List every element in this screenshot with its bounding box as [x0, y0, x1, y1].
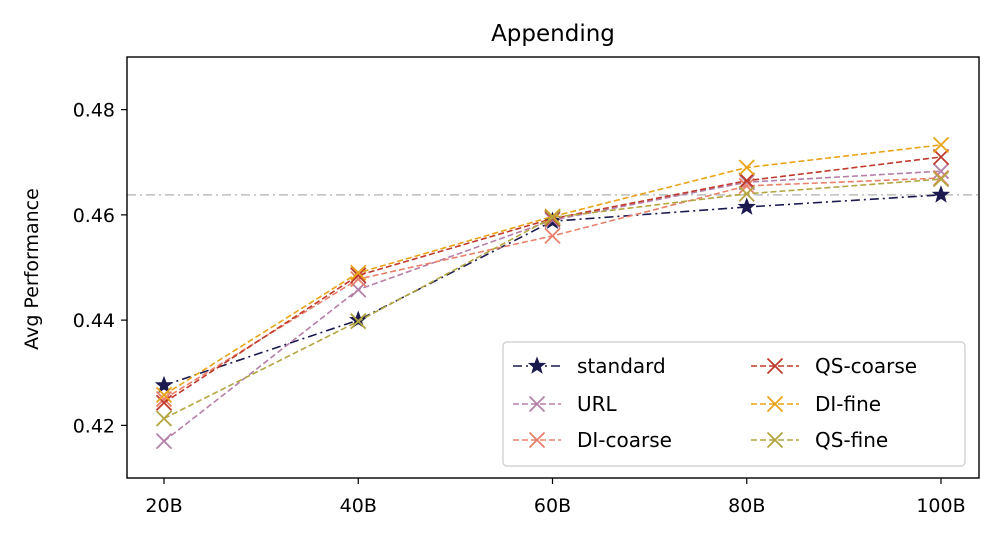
- legend-label-qs-coarse: QS-coarse: [815, 354, 917, 378]
- data-point-qs-fine: [932, 170, 950, 188]
- x-marker-stroke: [738, 177, 755, 195]
- x-tick-label: 80B: [728, 495, 765, 517]
- x-marker-stroke: [350, 313, 367, 330]
- data-point-di-coarse: [738, 177, 755, 195]
- legend-marker-qs-coarse: [766, 357, 784, 375]
- x-marker-stroke: [932, 148, 950, 166]
- x-tick-label: 20B: [145, 495, 182, 517]
- data-point-qs-coarse: [155, 394, 173, 411]
- data-point-qs-fine: [350, 313, 367, 330]
- data-point-di-fine: [155, 386, 173, 403]
- data-point-url: [155, 433, 173, 450]
- x-tick-label: 40B: [340, 495, 377, 517]
- data-point-standard: [931, 185, 951, 203]
- x-marker-stroke: [932, 136, 950, 154]
- x-tick-label: 100B: [916, 495, 965, 517]
- data-point-url: [932, 163, 950, 180]
- x-marker-stroke: [528, 431, 546, 449]
- y-tick-label: 0.48: [73, 100, 115, 122]
- y-tick-label: 0.44: [73, 310, 115, 332]
- y-axis-label: Avg Performance: [21, 188, 43, 350]
- data-point-di-fine: [738, 159, 755, 176]
- x-marker-stroke: [738, 172, 755, 189]
- x-marker-stroke: [932, 163, 950, 180]
- x-tick-label: 60B: [534, 495, 571, 517]
- x-marker-stroke: [350, 267, 367, 284]
- data-point-standard: [154, 375, 174, 394]
- x-marker-stroke: [155, 394, 173, 411]
- x-marker-stroke: [528, 395, 546, 413]
- x-marker-stroke: [544, 227, 561, 245]
- x-marker-stroke: [544, 209, 561, 226]
- legend-marker-url: [528, 395, 546, 413]
- data-point-di-coarse: [544, 227, 561, 245]
- plot-frame: [126, 56, 980, 479]
- x-marker-stroke: [155, 386, 173, 403]
- x-marker-stroke: [155, 390, 173, 408]
- legend-marker-di-coarse: [528, 431, 546, 449]
- data-point-qs-coarse: [932, 148, 950, 166]
- data-point-qs-coarse: [350, 267, 367, 284]
- y-tick-label: 0.46: [73, 205, 115, 227]
- x-marker-stroke: [738, 185, 755, 202]
- x-marker-stroke: [155, 410, 173, 427]
- x-marker-stroke: [155, 433, 173, 450]
- data-point-di-coarse: [155, 390, 173, 408]
- legend-marker-standard: [527, 356, 547, 374]
- chart-title: Appending: [491, 21, 615, 47]
- legend-label-standard: standard: [577, 354, 666, 378]
- legend-label-qs-fine: QS-fine: [815, 428, 888, 452]
- data-point-qs-fine: [155, 410, 173, 427]
- legend-label-di-fine: DI-fine: [815, 392, 881, 416]
- data-point-qs-fine: [738, 185, 755, 202]
- legend-label-url: URL: [577, 392, 618, 416]
- x-marker-stroke: [932, 170, 950, 188]
- x-marker-stroke: [766, 431, 784, 449]
- legend-box: [502, 341, 966, 467]
- data-point-qs-fine: [544, 209, 561, 226]
- data-point-qs-coarse: [738, 172, 755, 189]
- legend-label-di-coarse: DI-coarse: [577, 428, 672, 452]
- x-marker-stroke: [766, 357, 784, 375]
- x-marker-stroke: [350, 264, 367, 281]
- legend: standard URL DI-coarse QS-coarse DI-fine QS-f…: [502, 341, 966, 467]
- legend-marker-qs-fine: [766, 431, 784, 449]
- legend-marker-di-fine: [766, 395, 784, 413]
- x-marker-stroke: [766, 395, 784, 413]
- data-point-di-fine: [932, 136, 950, 154]
- data-point-standard: [737, 197, 756, 215]
- x-marker-stroke: [738, 159, 755, 176]
- series-line-di-fine: [163, 144, 942, 396]
- data-point-standard: [349, 310, 368, 328]
- data-point-di-fine: [350, 264, 367, 281]
- y-tick-label: 0.42: [73, 415, 115, 437]
